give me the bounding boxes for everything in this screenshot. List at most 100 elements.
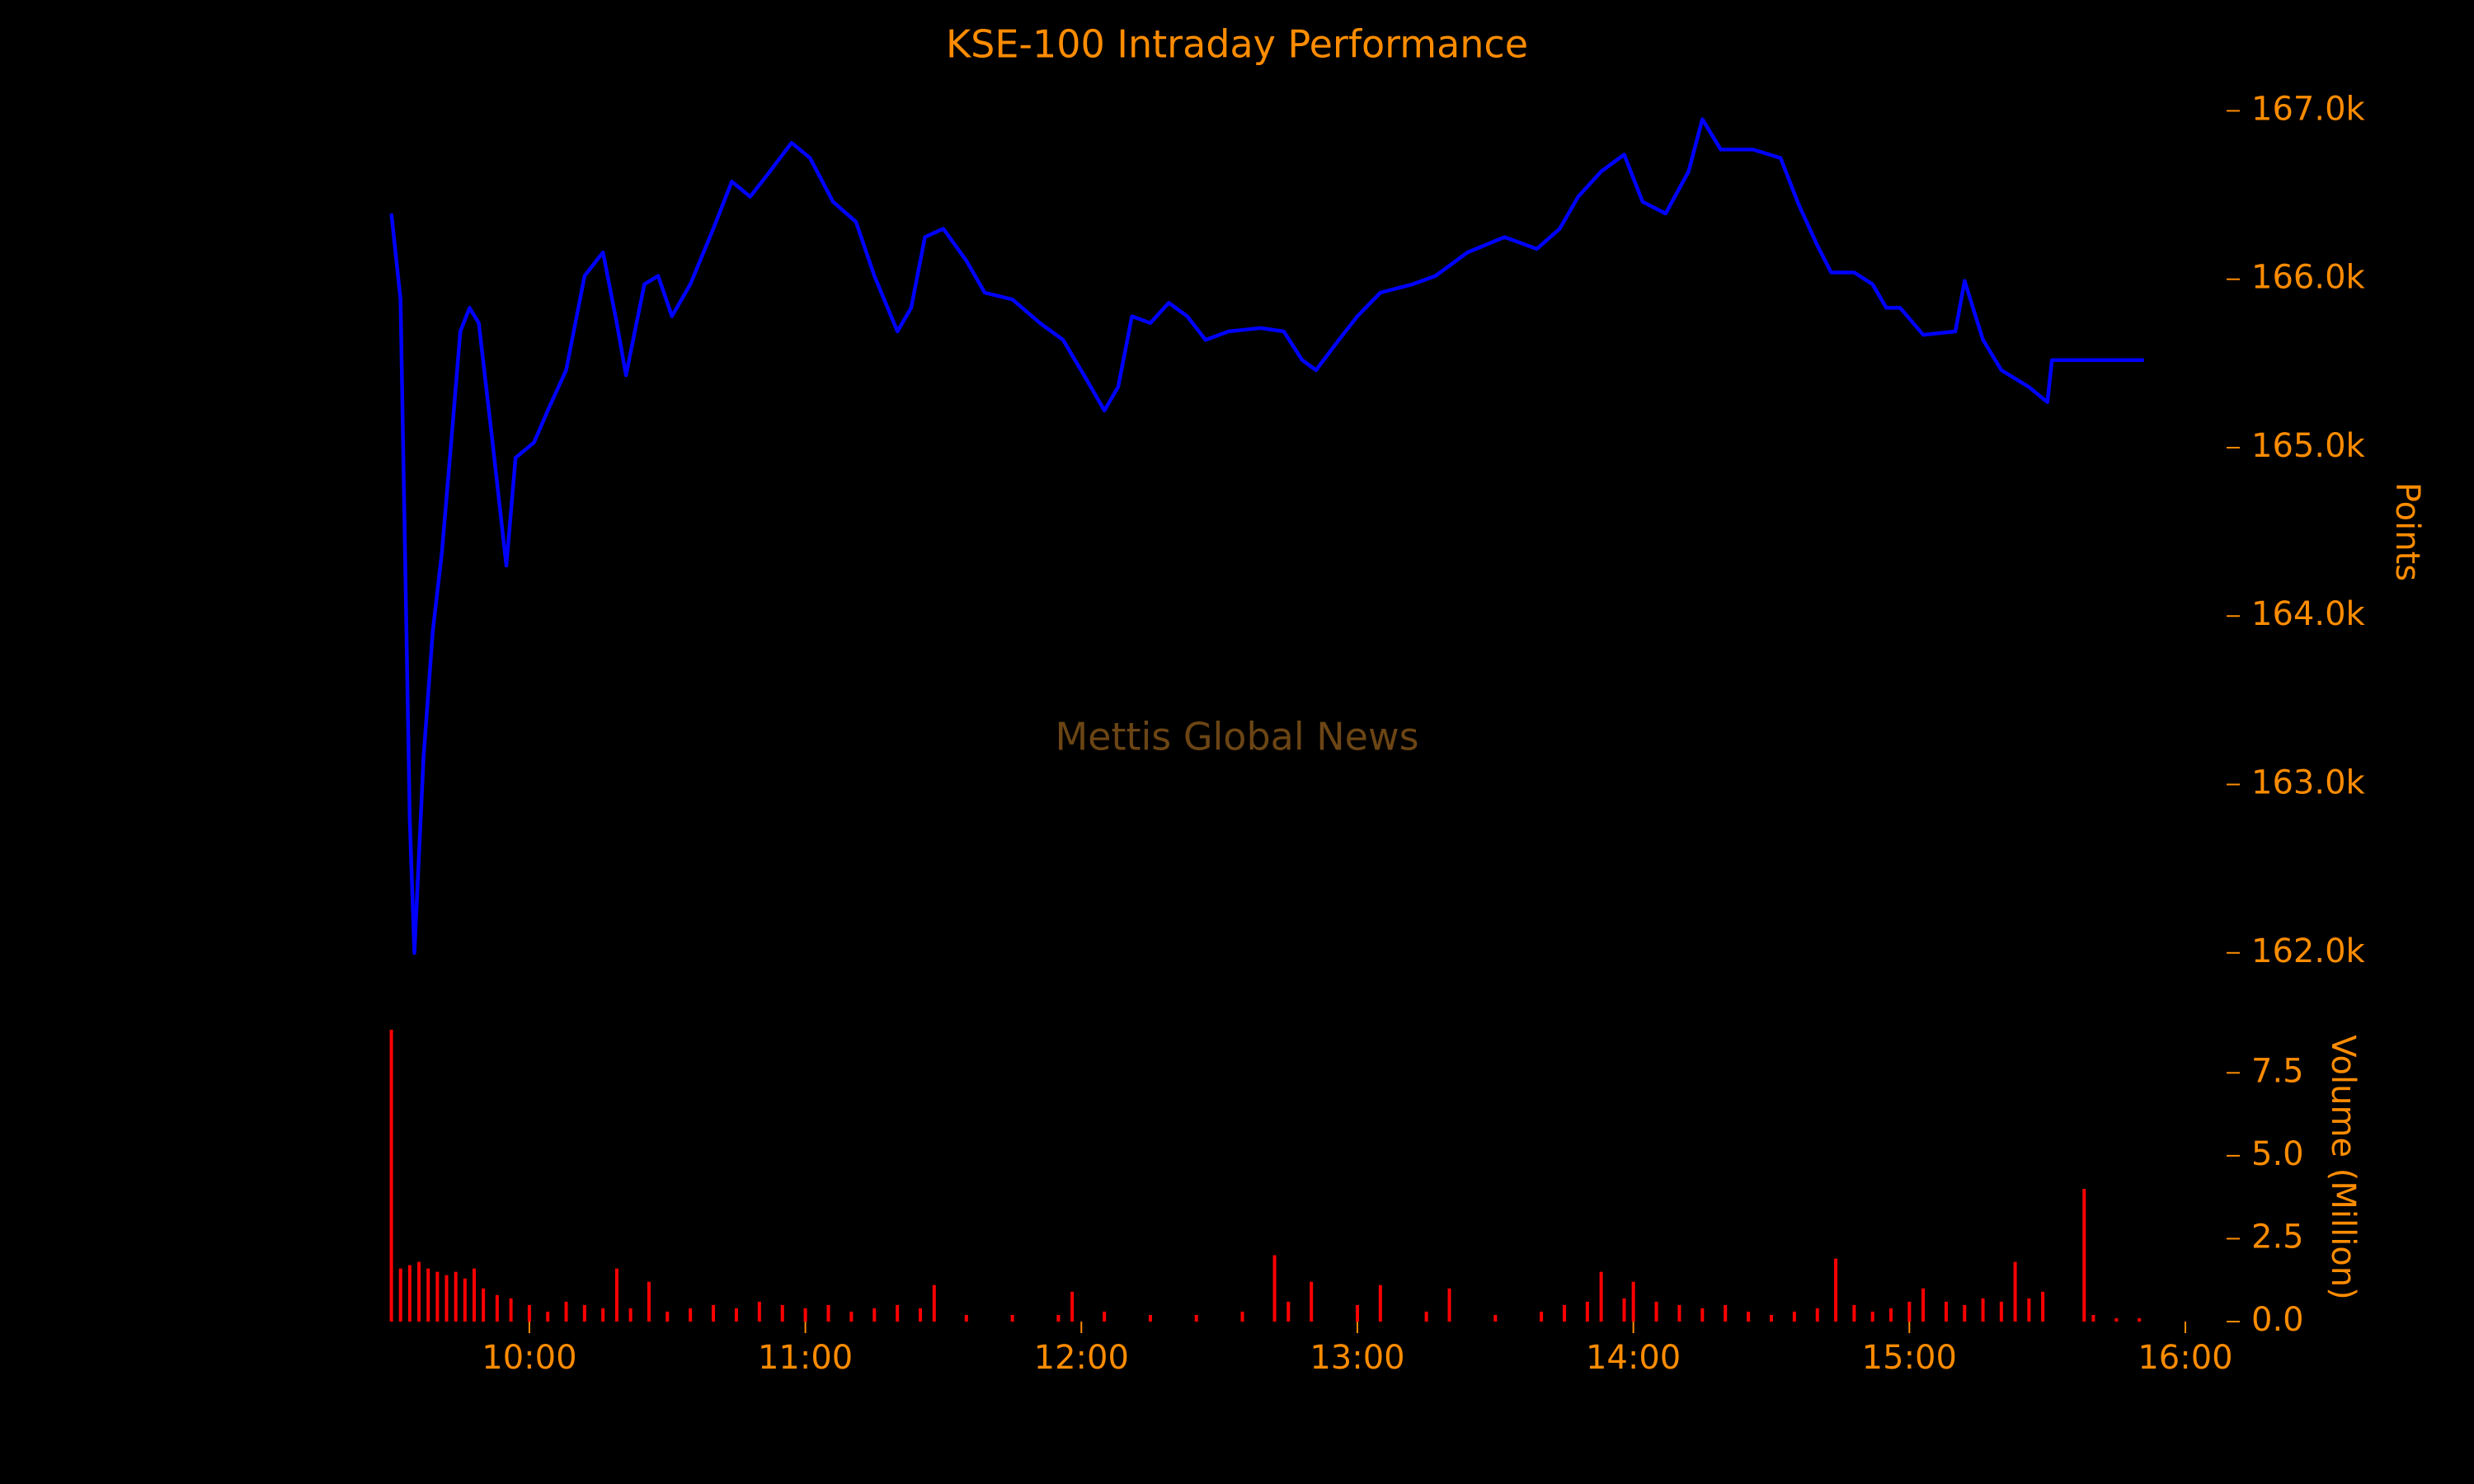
volume-bar — [444, 1275, 449, 1322]
volume-bar — [495, 1294, 499, 1322]
volume-bar — [1010, 1314, 1014, 1322]
volume-bar — [1921, 1288, 1926, 1322]
chart-title: KSE-100 Intraday Performance — [946, 22, 1528, 67]
y-tick-label: 164.0k — [2251, 595, 2366, 633]
volume-bar — [435, 1271, 440, 1322]
volume-bar — [1447, 1288, 1451, 1322]
volume-bar — [780, 1304, 784, 1322]
volume-bar — [1815, 1308, 1819, 1322]
y-axis-label: Volume (Million) — [2324, 1035, 2362, 1299]
volume-bar — [546, 1311, 550, 1322]
volume-bar — [582, 1304, 586, 1322]
volume-bar — [564, 1301, 568, 1322]
volume-bar — [932, 1284, 936, 1322]
volume-bar — [407, 1265, 412, 1322]
volume-bar — [1622, 1298, 1626, 1322]
volume-bar — [2114, 1317, 2119, 1322]
volume-bar — [964, 1314, 968, 1322]
y-tick-label: 0.0 — [2251, 1301, 2304, 1339]
y-tick-label: 163.0k — [2251, 764, 2366, 802]
volume-bar — [527, 1304, 531, 1322]
volume-bar — [1700, 1308, 1705, 1322]
watermark: Mettis Global News — [1055, 715, 1418, 759]
volume-bar — [826, 1304, 830, 1322]
volume-bar — [689, 1308, 693, 1322]
volume-bar — [712, 1304, 716, 1322]
volume-bar — [1286, 1301, 1291, 1322]
volume-bar — [1070, 1291, 1075, 1322]
volume-bar — [1677, 1304, 1681, 1322]
volume-bar — [1493, 1314, 1498, 1322]
volume-bar — [1355, 1304, 1359, 1322]
y-tick-label: 166.0k — [2251, 259, 2366, 297]
y-tick-label: 5.0 — [2251, 1135, 2304, 1173]
volume-bar — [426, 1268, 430, 1322]
volume-bar — [1792, 1311, 1796, 1322]
volume-bar — [1889, 1308, 1893, 1322]
volume-bar — [849, 1311, 854, 1322]
volume-bar — [398, 1268, 402, 1322]
x-tick-label: 12:00 — [1034, 1339, 1129, 1377]
volume-bar — [896, 1304, 900, 1322]
y-tick-label: 167.0k — [2251, 90, 2366, 128]
volume-bar — [2091, 1314, 2095, 1322]
volume-bar — [1944, 1301, 1948, 1322]
volume-bar — [1148, 1314, 1152, 1322]
volume-bar — [1599, 1271, 1603, 1322]
volume-bar — [872, 1308, 877, 1322]
volume-bar — [628, 1308, 633, 1322]
volume-bar — [1585, 1301, 1589, 1322]
y-tick-label: 162.0k — [2251, 932, 2366, 970]
volume-bar — [472, 1268, 476, 1322]
volume-bar — [1870, 1311, 1874, 1322]
volume-bar — [2013, 1261, 2017, 1322]
volume-bar — [417, 1261, 421, 1322]
volume-bar — [1724, 1304, 1728, 1322]
volume-bar — [1240, 1311, 1244, 1322]
x-tick-label: 13:00 — [1310, 1339, 1404, 1377]
volume-bar — [1963, 1304, 1967, 1322]
volume-bar — [454, 1271, 458, 1322]
x-tick-label: 16:00 — [2138, 1339, 2232, 1377]
volume-bar — [1194, 1314, 1198, 1322]
volume-bar — [1654, 1301, 1658, 1322]
volume-bar — [647, 1281, 651, 1322]
y-tick-label: 7.5 — [2251, 1052, 2304, 1090]
volume-bar — [1272, 1255, 1277, 1322]
volume-bar — [1769, 1314, 1773, 1322]
volume-bar — [1103, 1311, 1107, 1322]
volume-bar — [666, 1311, 670, 1322]
x-tick-label: 15:00 — [1862, 1339, 1957, 1377]
volume-bar — [757, 1301, 761, 1322]
y-tick-label: 165.0k — [2251, 427, 2366, 465]
volume-bar — [1999, 1301, 2003, 1322]
volume-bar — [614, 1268, 618, 1322]
volume-bar — [601, 1308, 605, 1322]
volume-bar — [1424, 1311, 1428, 1322]
x-tick-label: 14:00 — [1586, 1339, 1681, 1377]
volume-bar — [1310, 1281, 1314, 1322]
volume-bar — [803, 1308, 807, 1322]
volume-bar — [2041, 1291, 2045, 1322]
volume-bar — [1981, 1298, 1985, 1322]
volume-bar — [1378, 1284, 1382, 1322]
volume-bar — [1834, 1258, 1838, 1322]
volume-bar — [2027, 1298, 2031, 1322]
volume-bar — [1056, 1314, 1061, 1322]
volume-bar — [2138, 1317, 2142, 1322]
volume-bar — [1907, 1301, 1912, 1322]
volume-bar — [1852, 1304, 1856, 1322]
volume-bar — [1540, 1311, 1544, 1322]
x-tick-label: 11:00 — [758, 1339, 853, 1377]
volume-bar — [734, 1308, 738, 1322]
x-tick-label: 10:00 — [482, 1339, 576, 1377]
y-axis-label: Points — [2388, 482, 2426, 581]
volume-bar — [2082, 1189, 2086, 1322]
volume-bar — [1747, 1311, 1751, 1322]
volume-bar — [919, 1308, 923, 1322]
price-line — [389, 117, 2144, 956]
volume-bar — [482, 1288, 486, 1322]
